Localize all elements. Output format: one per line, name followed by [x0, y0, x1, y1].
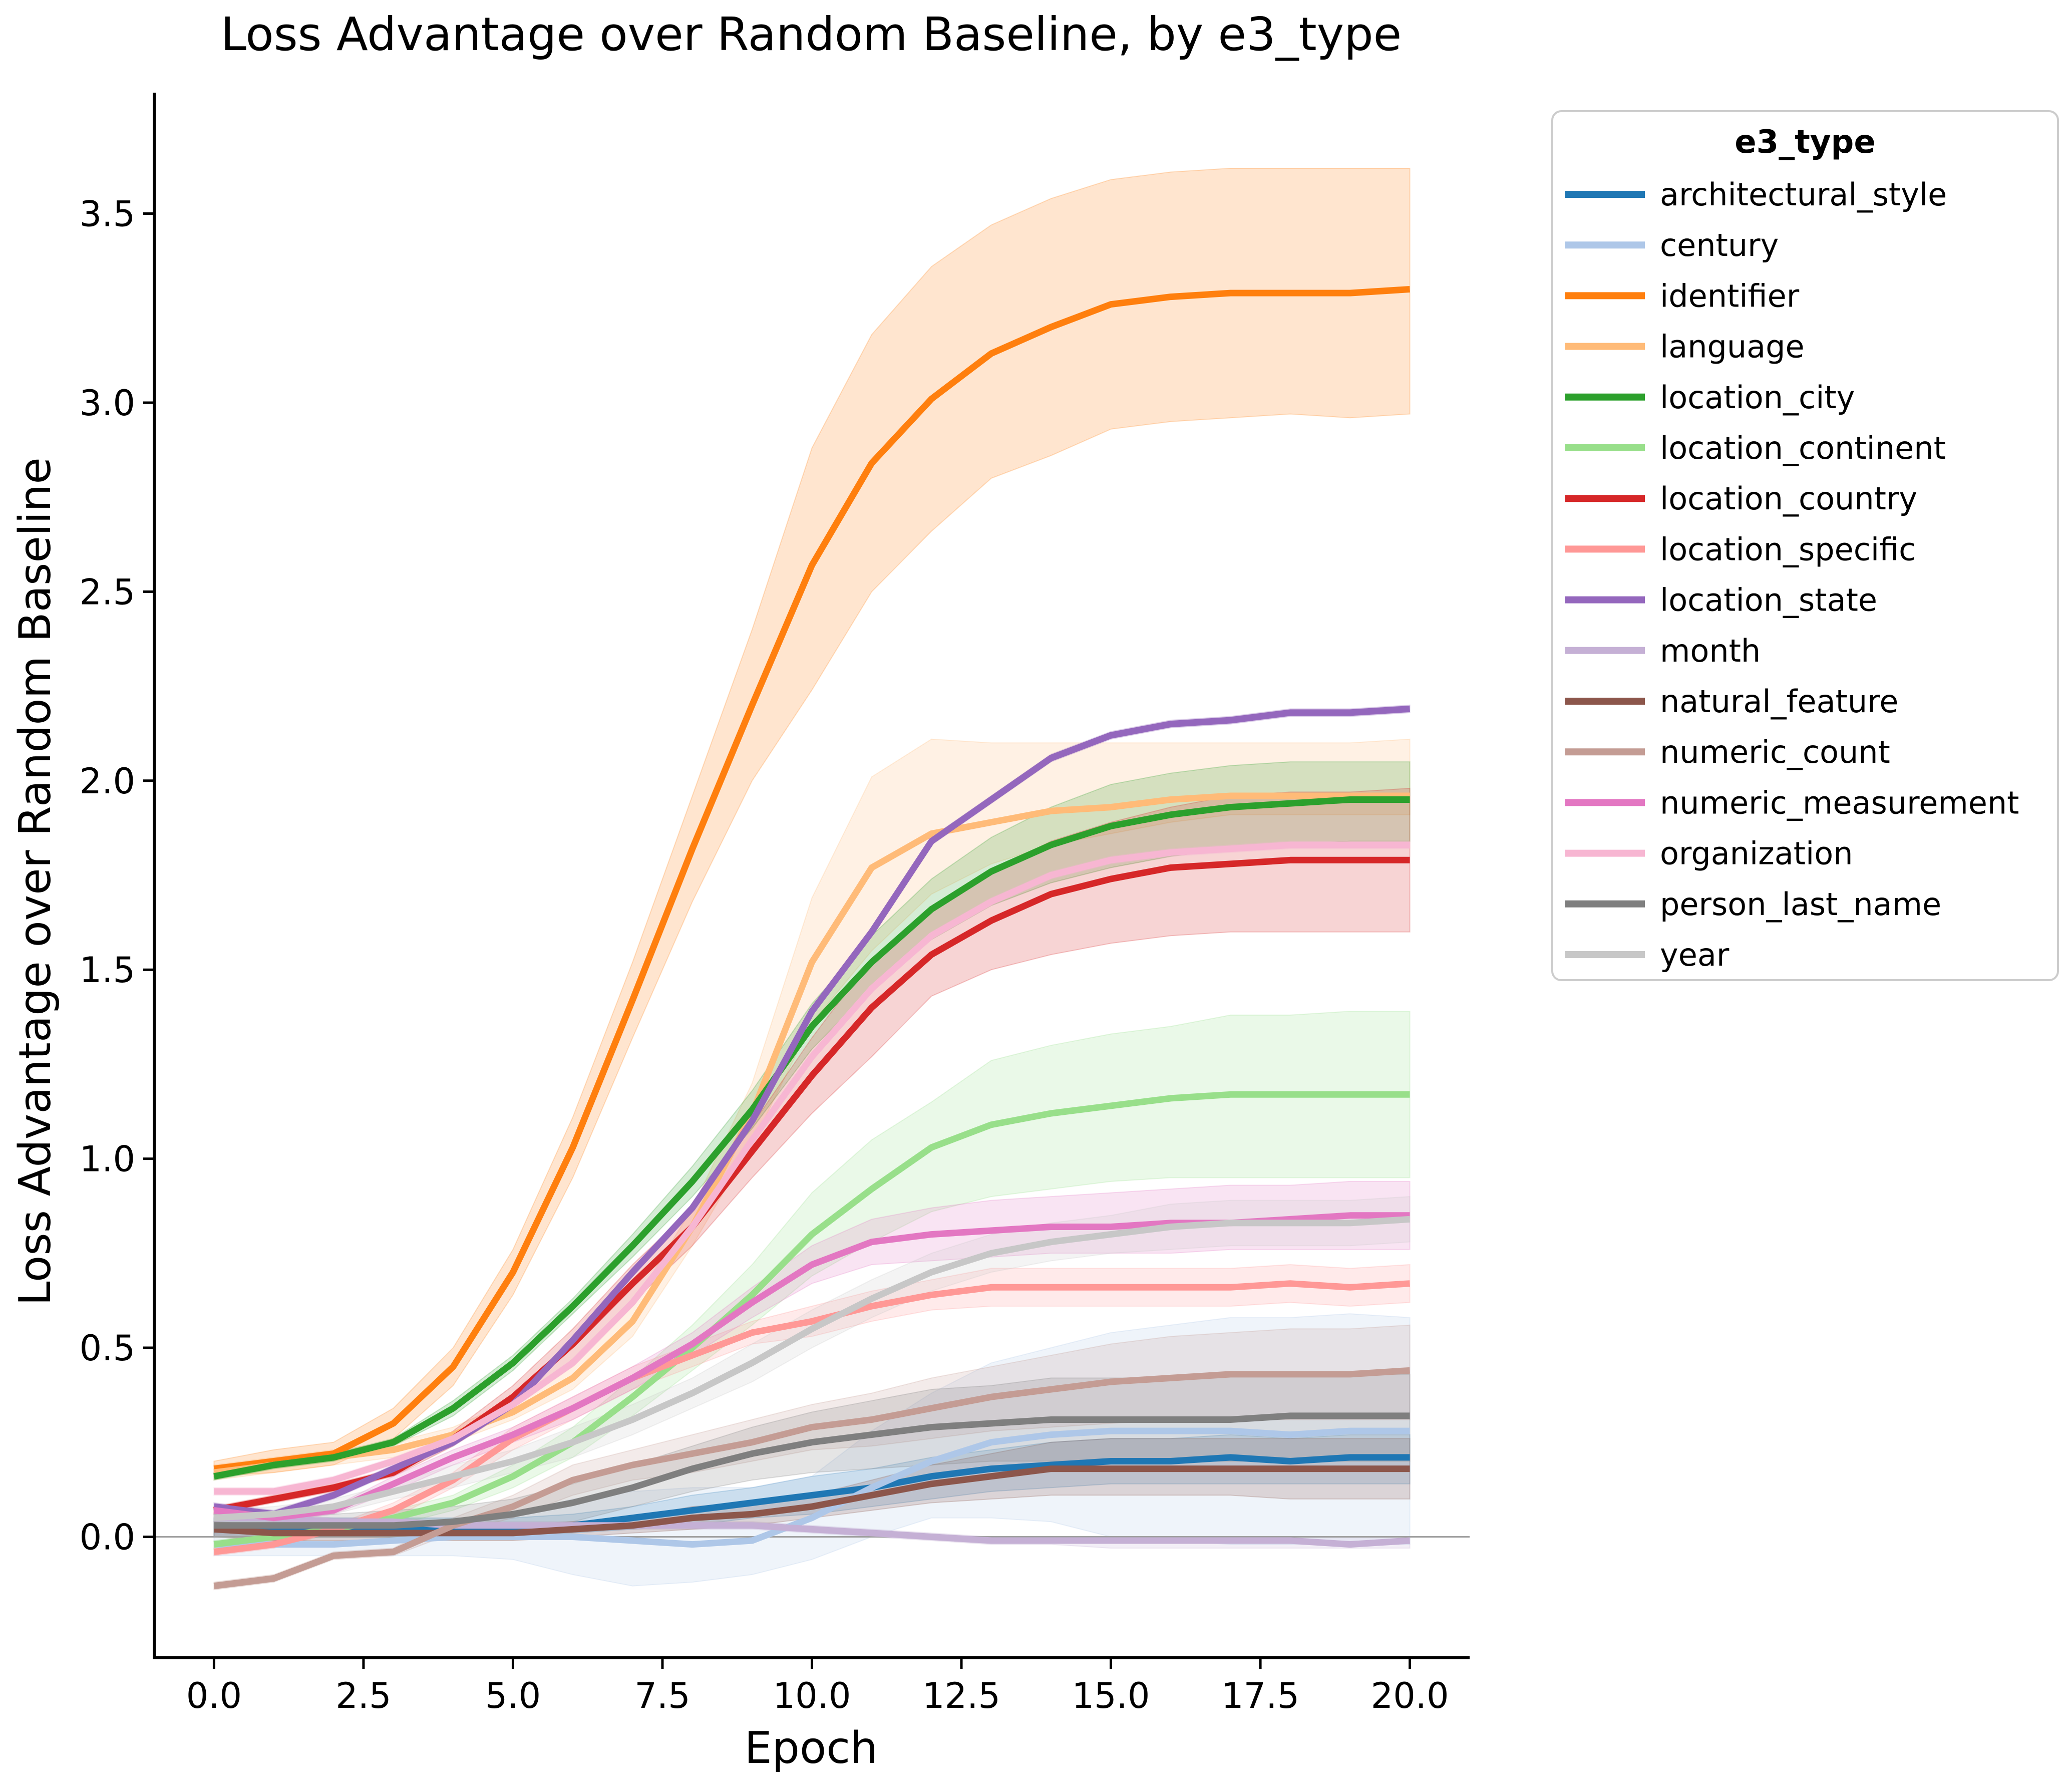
legend-label: location_country [1660, 480, 1917, 517]
line-year [213, 1216, 1411, 1522]
x-axis-title: Epoch [745, 1722, 878, 1773]
y-tick-label: 1.5 [80, 950, 135, 991]
line-century [214, 1427, 1410, 1548]
legend-item-organization: organization [1565, 835, 1853, 872]
legend-label: person_last_name [1660, 886, 1941, 923]
legend-label: architectural_style [1660, 176, 1947, 213]
y-tick-label: 0.5 [80, 1328, 135, 1369]
line-architectural_style [214, 1454, 1410, 1533]
legend-label: location_state [1660, 582, 1877, 619]
legend-item-location_city: location_city [1565, 379, 1855, 416]
chart-title: Loss Advantage over Random Baseline, by … [221, 8, 1402, 61]
legend-item-month: month [1565, 633, 1761, 669]
line-identifier [213, 286, 1411, 1472]
legend-title: e3_type [1735, 124, 1875, 161]
x-tick-label: 12.5 [922, 1675, 1000, 1716]
x-tick-label: 15.0 [1072, 1675, 1150, 1716]
x-tick-label: 10.0 [773, 1675, 851, 1716]
legend-item-language: language [1565, 329, 1805, 365]
y-tick-label: 0.0 [80, 1517, 135, 1558]
legend-item-numeric_count: numeric_count [1565, 734, 1890, 770]
series-lines [213, 286, 1411, 1590]
band-identifier [213, 168, 1411, 1477]
legend-item-century: century [1565, 227, 1779, 263]
legend-item-location_specific: location_specific [1565, 531, 1916, 567]
legend-item-numeric_measurement: numeric_measurement [1565, 784, 2019, 821]
x-tick-label: 17.5 [1221, 1675, 1299, 1716]
line-organization [214, 841, 1410, 1495]
band-year [213, 1196, 1411, 1526]
line-language [213, 792, 1410, 1476]
line-location_state [213, 705, 1411, 1518]
legend-item-location_continent: location_continent [1565, 430, 1946, 466]
legend-label: location_specific [1660, 531, 1916, 567]
axes: 0.0 2.5 5.0 7.5 10.0 12.5 15.0 17.5 20.0 0.0 0.5 1.… [80, 93, 1470, 1716]
y-axis-title: Loss Advantage over Random Baseline [10, 457, 61, 1306]
legend-item-person_last_name: person_last_name [1565, 886, 1941, 923]
legend-label: language [1660, 329, 1805, 365]
line-person_last_name [214, 1412, 1410, 1529]
legend-item-location_state: location_state [1565, 582, 1877, 619]
band-numeric_count [213, 1324, 1411, 1591]
y-tick-label: 3.0 [80, 383, 135, 424]
line-location_city [213, 796, 1410, 1480]
line-location_specific [213, 1280, 1411, 1556]
legend-item-location_country: location_country [1565, 480, 1917, 517]
band-location_city [213, 761, 1411, 1481]
x-tick-label: 20.0 [1371, 1675, 1449, 1716]
legend-item-architectural_style: architectural_style [1565, 176, 1947, 213]
y-tick-label: 2.5 [80, 571, 135, 613]
legend-label: identifier [1660, 277, 1800, 314]
legend-label: numeric_count [1660, 734, 1890, 770]
x-tick-label: 2.5 [335, 1675, 391, 1716]
line-location_continent [213, 1091, 1410, 1548]
legend-label: location_continent [1660, 430, 1946, 466]
legend-label: natural_feature [1660, 683, 1898, 720]
legend-label: numeric_measurement [1660, 784, 2019, 821]
y-tick-label: 3.5 [80, 194, 135, 235]
legend-label: century [1660, 227, 1779, 263]
legend-item-year: year [1565, 937, 1730, 973]
y-tick-label: 2.0 [80, 761, 135, 802]
line-natural_feature [213, 1465, 1410, 1537]
legend-label: organization [1660, 835, 1853, 872]
x-tick-label: 0.0 [186, 1675, 242, 1716]
legend-item-natural_feature: natural_feature [1565, 683, 1898, 720]
legend-label: month [1660, 633, 1761, 669]
legend-frame [1551, 110, 2059, 981]
y-tick-label: 1.0 [80, 1139, 135, 1180]
line-numeric_count [213, 1367, 1411, 1590]
legend-label: location_city [1660, 379, 1855, 416]
legend-label: year [1660, 937, 1730, 973]
x-tick-label: 7.5 [634, 1675, 690, 1716]
x-tick-label: 5.0 [485, 1675, 541, 1716]
legend-item-identifier: identifier [1565, 277, 1800, 314]
